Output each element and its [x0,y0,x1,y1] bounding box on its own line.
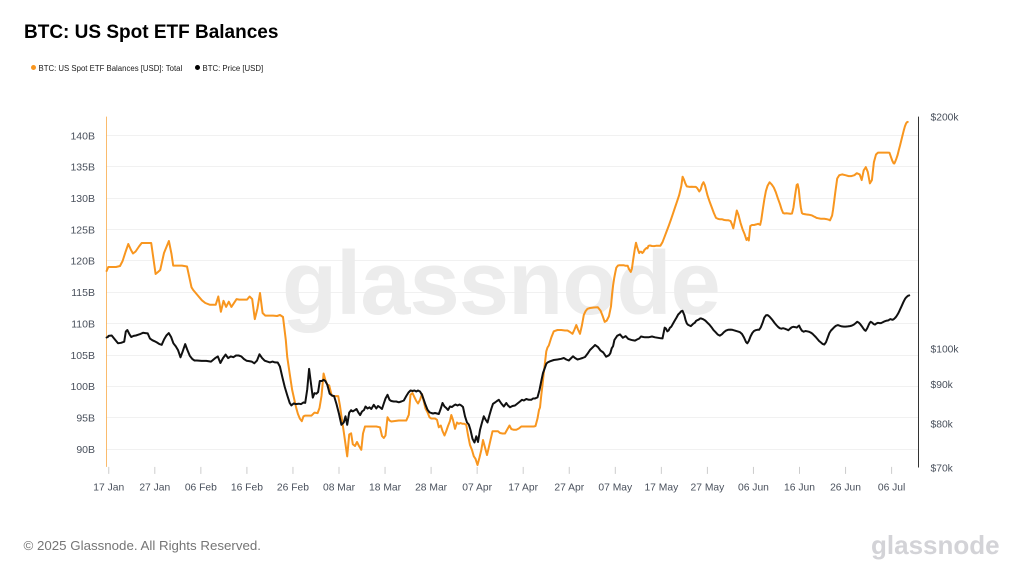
svg-text:130B: 130B [70,193,95,205]
svg-text:17 May: 17 May [644,482,679,493]
svg-text:125B: 125B [70,224,95,236]
svg-text:16 Feb: 16 Feb [231,482,263,493]
svg-text:95B: 95B [76,413,95,425]
svg-text:27 Jan: 27 Jan [139,482,170,493]
svg-text:$80k: $80k [931,420,954,431]
svg-text:$100k: $100k [931,345,960,356]
svg-text:140B: 140B [70,130,95,142]
svg-text:120B: 120B [70,256,95,268]
svg-text:$90k: $90k [931,380,954,391]
svg-text:glassnode: glassnode [282,234,720,334]
svg-text:18 Mar: 18 Mar [369,482,402,493]
svg-text:07 May: 07 May [598,482,633,493]
svg-text:28 Mar: 28 Mar [415,482,448,493]
svg-text:27 May: 27 May [691,482,726,493]
svg-text:06 Feb: 06 Feb [185,482,217,493]
svg-text:105B: 105B [70,350,95,362]
svg-text:17 Jan: 17 Jan [93,482,124,493]
svg-text:110B: 110B [71,318,95,330]
svg-text:$70k: $70k [931,463,954,474]
svg-text:16 Jun: 16 Jun [784,482,815,493]
svg-text:26 Feb: 26 Feb [277,482,309,493]
svg-text:08 Mar: 08 Mar [323,482,356,493]
svg-text:26 Jun: 26 Jun [830,482,861,493]
svg-text:27 Apr: 27 Apr [554,482,584,493]
svg-text:115B: 115B [71,287,95,299]
svg-text:06 Jun: 06 Jun [738,482,769,493]
svg-text:17 Apr: 17 Apr [508,482,538,493]
svg-text:135B: 135B [70,162,95,174]
svg-text:100B: 100B [70,381,95,393]
svg-text:07 Apr: 07 Apr [462,482,492,493]
svg-text:$200k: $200k [931,113,960,124]
svg-text:06 Jul: 06 Jul [878,482,905,493]
svg-text:90B: 90B [76,444,95,456]
